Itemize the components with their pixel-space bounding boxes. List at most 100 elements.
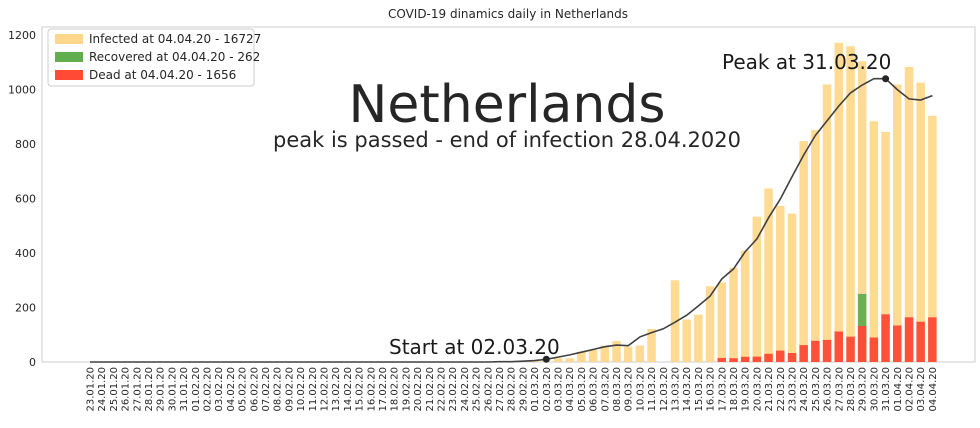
bar-dead-30.03.20 — [870, 338, 879, 363]
x-tick-label: 23.01.20 — [86, 367, 97, 412]
x-tick-label: 15.02.20 — [355, 367, 366, 412]
x-tick-label: 02.02.20 — [203, 367, 214, 412]
x-tick-label: 29.02.20 — [518, 367, 529, 412]
x-tick-label: 26.02.20 — [483, 367, 494, 412]
bar-infected-15.03.20 — [694, 315, 703, 362]
x-tick-label: 06.03.20 — [589, 367, 600, 412]
x-tick-label: 13.02.20 — [331, 367, 342, 412]
y-tick-label: 1200 — [8, 29, 36, 42]
x-tick-label: 31.01.20 — [179, 367, 190, 412]
x-tick-label: 28.01.20 — [144, 367, 155, 412]
x-tick-label: 27.01.20 — [132, 367, 143, 412]
x-tick-label: 12.02.20 — [320, 367, 331, 412]
legend-label-recovered: Recovered at 04.04.20 - 262 — [89, 50, 260, 64]
x-tick-label: 02.04.20 — [905, 367, 916, 412]
country-annotation: Netherlands — [349, 75, 666, 135]
bar-dead-29.03.20 — [858, 326, 867, 362]
legend-swatch-recovered — [55, 52, 83, 62]
peak-annotation: Peak at 31.03.20 — [722, 50, 891, 74]
x-tick-label: 18.03.20 — [729, 367, 740, 412]
bar-dead-24.03.20 — [799, 345, 808, 362]
x-tick-label: 30.03.20 — [869, 367, 880, 412]
x-tick-label: 08.02.20 — [273, 367, 284, 412]
x-tick-label: 26.03.20 — [823, 367, 834, 412]
bar-dead-26.03.20 — [823, 340, 832, 362]
x-tick-label: 16.02.20 — [366, 367, 377, 412]
x-tick-label: 03.02.20 — [214, 367, 225, 412]
x-tick-label: 20.02.20 — [413, 367, 424, 412]
bar-dead-28.03.20 — [846, 337, 855, 362]
bar-dead-19.03.20 — [741, 357, 750, 362]
x-tick-label: 18.02.20 — [390, 367, 401, 412]
x-tick-label: 24.03.20 — [799, 367, 810, 412]
x-tick-label: 06.02.20 — [249, 367, 260, 412]
x-tick-label: 24.01.20 — [97, 367, 108, 412]
bar-infected-24.03.20 — [799, 141, 808, 362]
x-tick-label: 29.01.20 — [156, 367, 167, 412]
bar-dead-04.04.20 — [928, 317, 937, 362]
x-tick-label: 21.02.20 — [425, 367, 436, 412]
x-tick-label: 07.02.20 — [261, 367, 272, 412]
bar-infected-09.03.20 — [624, 347, 633, 362]
bar-infected-19.03.20 — [741, 251, 750, 362]
y-tick-label: 600 — [15, 193, 36, 206]
x-tick-label: 22.03.20 — [776, 367, 787, 412]
x-tick-label: 26.01.20 — [121, 367, 132, 412]
x-tick-label: 31.03.20 — [881, 367, 892, 412]
bar-dead-23.03.20 — [788, 353, 797, 362]
x-tick-label: 08.03.20 — [612, 367, 623, 412]
y-tick-label: 1000 — [8, 84, 36, 97]
bar-infected-04.03.20 — [566, 358, 575, 362]
x-tick-label: 23.02.20 — [448, 367, 459, 412]
x-tick-label: 12.03.20 — [659, 367, 670, 412]
bar-dead-31.03.20 — [881, 314, 890, 362]
legend-swatch-dead — [55, 70, 83, 80]
x-tick-label: 02.03.20 — [542, 367, 553, 412]
x-tick-label: 27.02.20 — [495, 367, 506, 412]
chart-title: COVID-19 dinamics daily in Netherlands — [388, 7, 628, 21]
bar-infected-06.03.20 — [589, 350, 598, 362]
bar-infected-23.03.20 — [788, 214, 797, 362]
x-tick-label: 19.03.20 — [741, 367, 752, 412]
x-tick-label: 07.03.20 — [600, 367, 611, 412]
x-tick-label: 24.02.20 — [460, 367, 471, 412]
x-tick-label: 11.02.20 — [308, 367, 319, 412]
x-tick-label: 01.04.20 — [893, 367, 904, 412]
x-tick-label: 28.03.20 — [846, 367, 857, 412]
bar-dead-01.04.20 — [893, 326, 902, 363]
x-tick-label: 01.02.20 — [191, 367, 202, 412]
bar-infected-08.03.20 — [612, 341, 621, 362]
bar-dead-17.03.20 — [718, 358, 727, 362]
bar-infected-25.03.20 — [811, 130, 820, 362]
legend: Infected at 04.04.20 - 16727 Recovered a… — [48, 29, 261, 86]
x-tick-label: 15.03.20 — [694, 367, 705, 412]
peak-marker — [882, 75, 889, 82]
x-tick-label: 09.03.20 — [624, 367, 635, 412]
y-tick-label: 800 — [15, 138, 36, 151]
x-tick-label: 04.04.20 — [928, 367, 939, 412]
x-tick-label: 25.02.20 — [472, 367, 483, 412]
bar-infected-30.03.20 — [870, 121, 879, 362]
bar-dead-03.04.20 — [916, 322, 925, 362]
x-tick-label: 30.01.20 — [167, 367, 178, 412]
start-annotation: Start at 02.03.20 — [389, 335, 560, 359]
status-annotation: peak is passed - end of infection 28.04.… — [273, 128, 741, 152]
x-tick-label: 04.03.20 — [565, 367, 576, 412]
x-tick-label: 13.03.20 — [671, 367, 682, 412]
x-tick-label: 25.03.20 — [811, 367, 822, 412]
x-tick-label: 28.02.20 — [507, 367, 518, 412]
x-tick-label: 03.04.20 — [916, 367, 927, 412]
bar-dead-22.03.20 — [776, 351, 785, 362]
x-tick-label: 29.03.20 — [858, 367, 869, 412]
legend-label-infected: Infected at 04.04.20 - 16727 — [89, 32, 261, 46]
x-tick-label: 22.02.20 — [437, 367, 448, 412]
x-tick-label: 04.02.20 — [226, 367, 237, 412]
bar-dead-20.03.20 — [753, 357, 762, 362]
bar-infected-26.03.20 — [823, 85, 832, 363]
bar-infected-22.03.20 — [776, 206, 785, 362]
bar-dead-25.03.20 — [811, 341, 820, 362]
bar-infected-27.03.20 — [835, 43, 844, 362]
x-tick-label: 17.02.20 — [378, 367, 389, 412]
